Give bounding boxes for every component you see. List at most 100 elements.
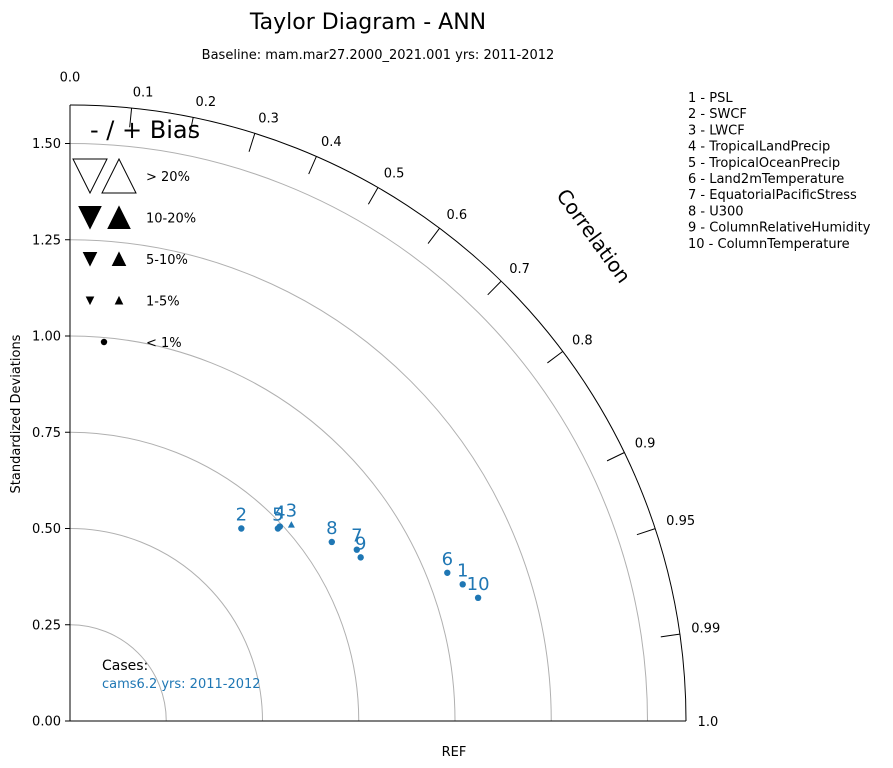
correlation-label: Correlation [552,184,636,287]
y-tick-label: 1.25 [32,233,61,248]
std-arc [69,431,360,722]
point-label: 1 [457,560,468,581]
triangle-down-marker [72,158,108,195]
std-arc [69,143,648,722]
correlation-tick-label: 0.1 [133,86,154,101]
x-axis-label: REF [442,745,467,760]
cases-title: Cases: [102,658,148,674]
data-point: 1 [457,560,468,588]
point-marker [474,594,482,601]
correlation-tick-mark [129,108,133,128]
y-axis-label: Standardized Deviations [9,334,24,493]
point-marker [357,554,364,561]
point-label: 7 [351,526,362,547]
correlation-tick-label: 0.2 [196,95,217,110]
correlation-tick-label: 0.8 [572,333,593,348]
correlation-tick-mark [188,117,194,137]
variable-legend-item: 4 - TropicalLandPrecip [688,140,830,155]
bias-legend-label: 1-5% [146,295,180,310]
bias-legend-item: 1-5% [85,295,180,310]
y-axis-ticks: 0.00 0.25 0.50 0.75 1.00 1.25 1.50 [32,137,70,730]
correlation-tick-mark [606,452,625,462]
point-label: 3 [286,501,297,522]
data-point: 6 [442,549,453,576]
point-label: 4 [274,503,285,524]
data-points: 1 2 345 6 789 10 [236,501,490,601]
correlation-arc [69,104,687,722]
axes [69,104,687,722]
variable-legend-item: 2 - SWCF [688,107,747,122]
bias-legend-label: < 1% [146,336,182,351]
point-label: 2 [236,505,247,526]
triangle-up-marker [114,295,124,305]
std-arc [69,624,167,722]
correlation-tick-mark [308,156,317,175]
correlation-tick-label: 0.95 [666,514,695,529]
bias-legend-item: 5-10% [82,251,188,268]
std-arc [69,335,456,722]
correlation-tick-mark [248,133,256,152]
y-tick-label: 1.50 [32,137,61,152]
y-tick-label: 0.25 [32,618,61,633]
data-point: 3 [286,501,297,528]
point-label: 6 [442,549,453,570]
point-marker [444,569,451,576]
correlation-tick-mark [427,227,441,244]
triangle-up-marker [107,205,131,229]
variable-legend-item: 5 - TropicalOceanPrecip [688,156,840,171]
bias-legend-title: - / + Bias [90,116,200,144]
correlation-tick-label: 0.4 [321,135,342,150]
data-point: 8 [326,518,338,546]
bias-legend-item: 10-20% [78,205,196,230]
variable-legend-item: 3 - LWCF [688,123,745,138]
variable-legend-item: 6 - Land2mTemperature [688,172,844,187]
bias-legend-label: 10-20% [146,212,196,227]
correlation-tick-label: 1.0 [698,715,719,730]
data-point: 10 [467,574,490,601]
triangle-down-marker [82,252,98,267]
y-tick-label: 0.50 [32,522,61,537]
triangle-up-marker [101,157,137,194]
point-marker [353,546,361,553]
correlation-ticks: 0.0 0.1 0.2 0.3 0.4 0.5 0.6 0.7 0.8 0.9 0.95 0.99 1.… [60,70,721,730]
bias-legend-item: > 20% [72,157,190,195]
point-label: 10 [467,574,490,595]
correlation-tick-label: 0.6 [447,208,468,223]
point-marker [459,581,466,588]
correlation-tick-mark [660,633,680,638]
y-tick-label: 0.00 [32,715,61,730]
bias-legend: - / + Bias > 20% 10-20% 5-10% 1-5% < 1% [72,116,200,351]
data-point: 9 [355,533,366,561]
std-deviation-arcs [69,143,648,722]
correlation-tick-label: 0.5 [384,167,405,182]
chart-title: Taylor Diagram - ANN [249,10,486,35]
point-marker [274,525,282,532]
y-tick-label: 0.75 [32,426,61,441]
variable-legend-item: 7 - EquatorialPacificStress [688,188,857,203]
point-marker [328,538,335,546]
point-marker [238,525,245,532]
bias-legend-label: 5-10% [146,253,188,268]
variable-legend-item: 9 - ColumnRelativeHumidity [688,221,871,236]
point-marker [287,521,295,528]
variable-legend-item: 1 - PSL [688,91,733,106]
correlation-tick-mark [367,187,379,205]
std-arc [69,528,263,722]
triangle-up-marker [111,251,127,266]
case-label: cams6.2 yrs: 2011-2012 [102,677,261,692]
data-point: 2 [236,505,247,532]
correlation-tick-mark [636,528,656,536]
triangle-down-marker [78,206,102,230]
correlation-tick-mark [547,350,564,364]
correlation-tick-label: 0.7 [509,262,530,277]
std-arc [69,239,552,722]
variable-legend-item: 10 - ColumnTemperature [688,237,850,252]
bias-legend-item: < 1% [100,336,182,351]
y-tick-label: 1.00 [32,330,61,345]
correlation-tick-label: 0.99 [691,621,720,636]
chart-subtitle: Baseline: mam.mar27.2000_2021.001 yrs: 2… [202,48,555,63]
correlation-tick-label: 0.9 [635,436,656,451]
variable-legend-item: 8 - U300 [688,204,744,219]
triangle-down-marker [85,296,95,306]
